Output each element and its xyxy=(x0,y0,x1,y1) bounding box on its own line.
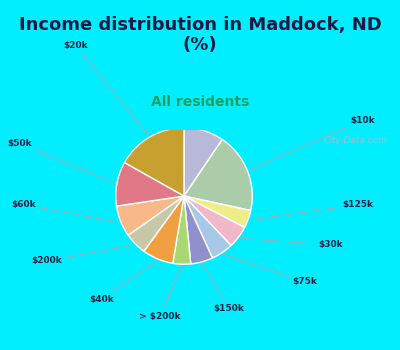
Wedge shape xyxy=(144,196,184,263)
Text: $100k: $100k xyxy=(0,349,1,350)
Text: $150k: $150k xyxy=(202,264,244,313)
Text: $50k: $50k xyxy=(7,139,115,183)
Text: $20k: $20k xyxy=(63,41,148,135)
Wedge shape xyxy=(184,128,222,196)
Text: $10k: $10k xyxy=(249,116,375,170)
Wedge shape xyxy=(184,196,251,228)
Text: > $200k: > $200k xyxy=(139,266,182,321)
Text: City-Data.com: City-Data.com xyxy=(324,136,388,145)
Wedge shape xyxy=(184,196,212,264)
Wedge shape xyxy=(184,196,244,245)
Text: All residents: All residents xyxy=(151,95,249,109)
Wedge shape xyxy=(173,196,191,264)
Wedge shape xyxy=(116,162,184,206)
Wedge shape xyxy=(124,128,184,196)
Text: $60k: $60k xyxy=(11,200,119,222)
Wedge shape xyxy=(184,140,252,211)
Wedge shape xyxy=(116,196,184,235)
Text: $30k: $30k xyxy=(240,238,343,250)
Text: $200k: $200k xyxy=(31,245,134,265)
Wedge shape xyxy=(184,196,231,258)
Text: $40k: $40k xyxy=(89,261,157,304)
Text: Income distribution in Maddock, ND
(%): Income distribution in Maddock, ND (%) xyxy=(19,15,381,54)
Text: $75k: $75k xyxy=(224,254,317,286)
Text: $125k: $125k xyxy=(250,200,373,220)
Wedge shape xyxy=(128,196,184,251)
